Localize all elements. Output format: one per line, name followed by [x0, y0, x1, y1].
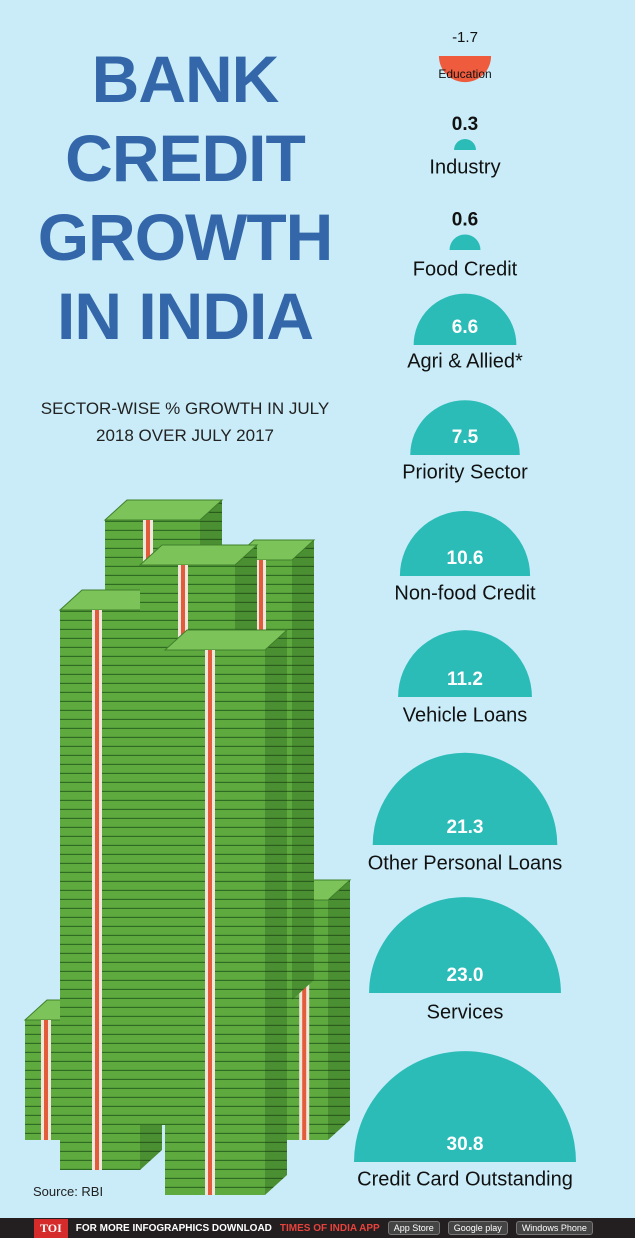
value-label: -1.7 [452, 29, 478, 46]
subtitle: SECTOR-WISE % GROWTH IN JULY 2018 OVER J… [40, 399, 330, 445]
value-label: 0.3 [452, 114, 478, 135]
value-label: 30.8 [447, 1134, 484, 1155]
semicircle [454, 139, 476, 150]
value-label: 10.6 [447, 548, 484, 569]
semicircle [369, 897, 561, 993]
category-label: Credit Card Outstanding [357, 1168, 573, 1190]
category-label: Non-food Credit [394, 582, 536, 604]
category-label: Other Personal Loans [368, 852, 563, 874]
semicircle [399, 510, 531, 576]
semicircle [372, 752, 558, 845]
category-label: Vehicle Loans [403, 704, 528, 726]
category-label: Agri & Allied* [407, 350, 523, 372]
band-stripe [208, 650, 212, 1195]
value-label: 6.6 [452, 317, 478, 338]
app-name: TIMES OF INDIA APP [279, 1222, 380, 1234]
semicircle [449, 234, 481, 250]
category-label: Food Credit [413, 258, 518, 280]
category-label: Priority Sector [402, 461, 528, 483]
store-badge[interactable]: App Store [387, 1221, 440, 1235]
source: Source: RBI [33, 1184, 104, 1199]
semicircle [398, 630, 532, 697]
stack-side [265, 630, 287, 1195]
money-illustration [23, 499, 352, 1195]
value-label: 7.5 [452, 427, 479, 448]
category-label: Industry [429, 156, 500, 178]
stack-side [328, 880, 350, 1140]
semicircle [438, 56, 492, 83]
stack-top [163, 629, 289, 651]
brand: TOI [34, 1218, 68, 1238]
band-stripe [95, 610, 99, 1170]
semicircle [410, 400, 520, 455]
value-label: 23.0 [447, 965, 484, 986]
title: BANK CREDIT GROWTH IN INDIA [37, 42, 334, 353]
stack-top [138, 544, 259, 566]
category-label: Education [438, 67, 491, 81]
band-stripe [44, 1020, 48, 1140]
value-label: 11.2 [447, 669, 483, 690]
semicircle [354, 1051, 576, 1162]
value-label: 21.3 [447, 817, 484, 838]
semicircle [413, 293, 517, 345]
category-label: Services [427, 1001, 504, 1023]
stack-side [292, 540, 314, 1000]
store-badge[interactable]: Windows Phone [515, 1221, 593, 1235]
store-badge[interactable]: Google play [447, 1221, 508, 1235]
stack-top [103, 499, 224, 521]
band-stripe [302, 900, 307, 1140]
value-label: 0.6 [452, 210, 478, 231]
footer-bar: TOI FOR MORE INFOGRAPHICS DOWNLOAD TIMES… [0, 1218, 635, 1238]
footer-text: FOR MORE INFOGRAPHICS DOWNLOAD [75, 1222, 272, 1234]
